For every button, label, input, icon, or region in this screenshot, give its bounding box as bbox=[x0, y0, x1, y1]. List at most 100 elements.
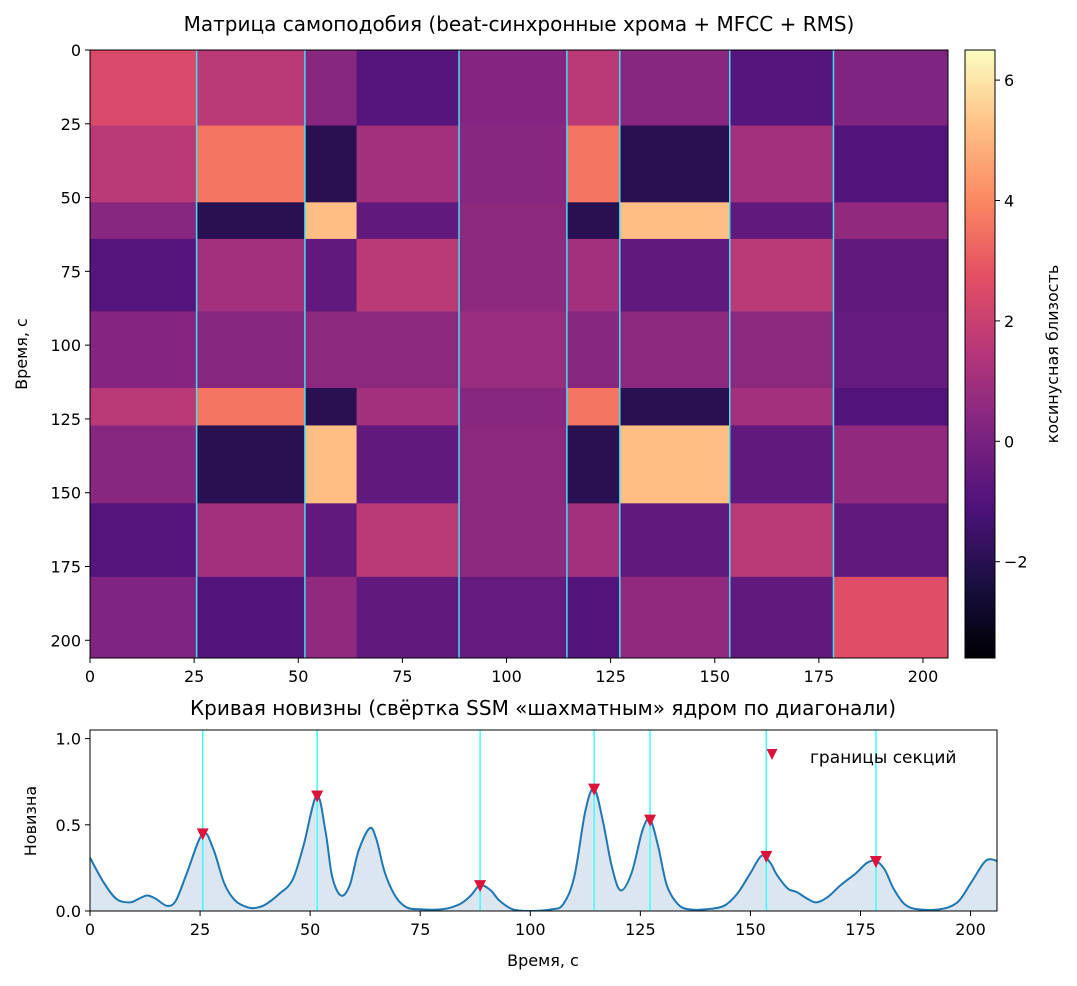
heatmap-block bbox=[566, 576, 621, 658]
heatmap-block bbox=[619, 311, 731, 389]
heatmap-block bbox=[459, 311, 568, 389]
heatmap-block bbox=[90, 503, 198, 578]
heatmap-block bbox=[833, 576, 948, 658]
heatmap-block bbox=[90, 576, 198, 658]
x-tick-label: 75 bbox=[392, 667, 412, 686]
heatmap-frame bbox=[89, 49, 949, 659]
novelty-title: Кривая новизны (свёртка SSM «шахматным» … bbox=[190, 696, 896, 720]
colorbar bbox=[964, 49, 996, 659]
heatmap-block bbox=[459, 125, 568, 203]
heatmap-block bbox=[90, 387, 198, 426]
heatmap-block bbox=[566, 125, 621, 203]
heatmap-x-axis: 0 25 50 75 100 125 150 175 200 bbox=[85, 658, 938, 686]
x-tick-label: 25 bbox=[190, 920, 210, 939]
heatmap-block bbox=[90, 425, 198, 504]
heatmap-block bbox=[304, 425, 358, 504]
heatmap-block bbox=[833, 125, 948, 203]
heatmap-block bbox=[619, 125, 731, 203]
boundary-marker bbox=[311, 790, 324, 803]
x-tick-label: 200 bbox=[908, 667, 939, 686]
heatmap-block bbox=[833, 503, 948, 578]
novelty-line bbox=[90, 787, 997, 911]
colorbar-tick-label: 6 bbox=[1004, 71, 1014, 90]
heatmap-block bbox=[566, 202, 621, 240]
y-tick-label: 100 bbox=[50, 336, 81, 355]
colorbar-axis: 6 4 2 0 −2 bbox=[995, 71, 1028, 572]
heatmap-block bbox=[619, 50, 731, 127]
heatmap-block bbox=[196, 576, 306, 658]
heatmap-title: Матрица самоподобия (beat-синхронные хро… bbox=[184, 12, 855, 36]
heatmap-block bbox=[833, 387, 948, 426]
y-tick-label: 125 bbox=[50, 410, 81, 429]
novelty-plot-area bbox=[90, 730, 997, 911]
heatmap-block bbox=[304, 50, 358, 127]
boundary-marker bbox=[644, 814, 657, 827]
heatmap-block bbox=[566, 311, 621, 389]
x-tick-label: 75 bbox=[410, 920, 430, 939]
novelty-x-label: Время, с bbox=[507, 951, 579, 970]
heatmap-block bbox=[729, 387, 834, 426]
heatmap-block bbox=[196, 50, 306, 127]
heatmap-block bbox=[729, 576, 834, 658]
heatmap-block bbox=[196, 238, 306, 312]
boundary-marker bbox=[474, 880, 487, 893]
novelty-area bbox=[90, 788, 997, 911]
x-tick-label: 50 bbox=[288, 667, 308, 686]
x-tick-label: 150 bbox=[735, 920, 766, 939]
heatmap-block bbox=[459, 387, 568, 426]
heatmap-block bbox=[90, 311, 198, 389]
heatmap-block bbox=[304, 125, 358, 203]
novelty-x-axis: 0 25 50 75 100 125 150 175 200 bbox=[85, 911, 986, 939]
x-tick-label: 0 bbox=[85, 920, 95, 939]
x-tick-label: 100 bbox=[491, 667, 522, 686]
heatmap-block bbox=[356, 387, 460, 426]
heatmap-block bbox=[619, 425, 731, 504]
heatmap-block bbox=[304, 576, 358, 658]
heatmap-block bbox=[619, 576, 731, 658]
heatmap-y-label: Время, с bbox=[12, 318, 31, 390]
heatmap-block bbox=[729, 50, 834, 127]
heatmap-block bbox=[356, 425, 460, 504]
heatmap-block bbox=[90, 238, 198, 312]
x-tick-label: 125 bbox=[625, 920, 656, 939]
heatmap-block bbox=[566, 503, 621, 578]
colorbar-tick-label: −2 bbox=[1004, 553, 1028, 572]
heatmap-block bbox=[833, 238, 948, 312]
heatmap-block bbox=[459, 425, 568, 504]
x-tick-label: 50 bbox=[300, 920, 320, 939]
heatmap-block bbox=[729, 503, 834, 578]
x-tick-label: 175 bbox=[804, 667, 835, 686]
heatmap-cells bbox=[90, 50, 948, 658]
y-tick-label: 0.0 bbox=[56, 902, 81, 921]
heatmap-block bbox=[619, 387, 731, 426]
heatmap-block bbox=[566, 425, 621, 504]
colorbar-label: косинусная близость bbox=[1043, 265, 1062, 444]
y-tick-label: 0 bbox=[71, 41, 81, 60]
novelty-y-label: Новизна bbox=[21, 786, 40, 856]
x-tick-label: 150 bbox=[699, 667, 730, 686]
heatmap-y-axis: 0 25 50 75 100 125 150 175 200 bbox=[50, 41, 90, 650]
y-tick-label: 75 bbox=[61, 262, 81, 281]
heatmap-block bbox=[356, 503, 460, 578]
x-tick-label: 125 bbox=[595, 667, 626, 686]
heatmap-block bbox=[304, 202, 358, 240]
heatmap-block bbox=[729, 125, 834, 203]
x-tick-label: 25 bbox=[184, 667, 204, 686]
heatmap-block bbox=[833, 202, 948, 240]
heatmap-block bbox=[196, 503, 306, 578]
heatmap-block bbox=[356, 50, 460, 127]
heatmap-block bbox=[90, 125, 198, 203]
heatmap-block bbox=[304, 503, 358, 578]
heatmap-block bbox=[196, 387, 306, 426]
legend-label: границы секций bbox=[810, 748, 956, 768]
colorbar-tick-label: 0 bbox=[1004, 432, 1014, 451]
heatmap-block bbox=[196, 125, 306, 203]
heatmap-block bbox=[729, 311, 834, 389]
boundary-marker bbox=[196, 828, 209, 841]
heatmap-block bbox=[833, 425, 948, 504]
heatmap-block bbox=[566, 238, 621, 312]
heatmap-block bbox=[304, 311, 358, 389]
boundary-marker bbox=[760, 850, 773, 863]
